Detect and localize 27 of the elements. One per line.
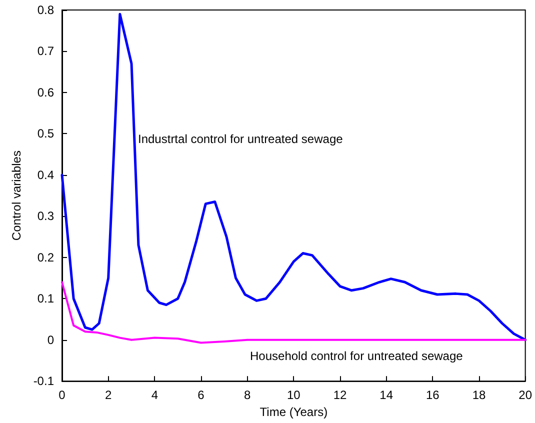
- y-tick-label: 0.6: [37, 85, 54, 100]
- annotation: Household control for untreated sewage: [250, 349, 464, 363]
- x-tick-label: 10: [286, 388, 301, 402]
- annotation: Industrtal control for untreated sewage: [138, 132, 344, 146]
- x-tick-label: 18: [472, 388, 486, 402]
- x-tick-label: 6: [198, 388, 205, 402]
- y-tick-label: 0.2: [37, 250, 54, 264]
- x-tick-label: 8: [244, 388, 251, 402]
- y-tick-label: 0.8: [37, 3, 54, 17]
- line-series: [61, 281, 526, 344]
- y-tick-label: 0.3: [37, 209, 54, 224]
- y-tick-label: 0: [47, 332, 54, 347]
- y-tick-label: 0.1: [37, 292, 54, 306]
- y-tick-label: 0.5: [37, 126, 54, 141]
- x-tick-label: 0: [58, 388, 66, 402]
- x-axis-title: Time (Years): [260, 405, 328, 419]
- x-tick-label: 4: [151, 388, 158, 402]
- y-tick-label: 0.7: [37, 44, 54, 58]
- x-tick-label: 12: [333, 388, 347, 402]
- x-tick-label: 20: [518, 388, 532, 402]
- line-series: [60, 12, 527, 342]
- y-axis-title: Control variables: [9, 150, 24, 241]
- x-tick-label: 14: [380, 388, 394, 402]
- y-tick-label: 0.4: [37, 168, 54, 182]
- x-tick-label: 2: [104, 388, 112, 402]
- x-tick-label: 16: [426, 388, 440, 402]
- y-tick-label: -0.1: [33, 374, 54, 388]
